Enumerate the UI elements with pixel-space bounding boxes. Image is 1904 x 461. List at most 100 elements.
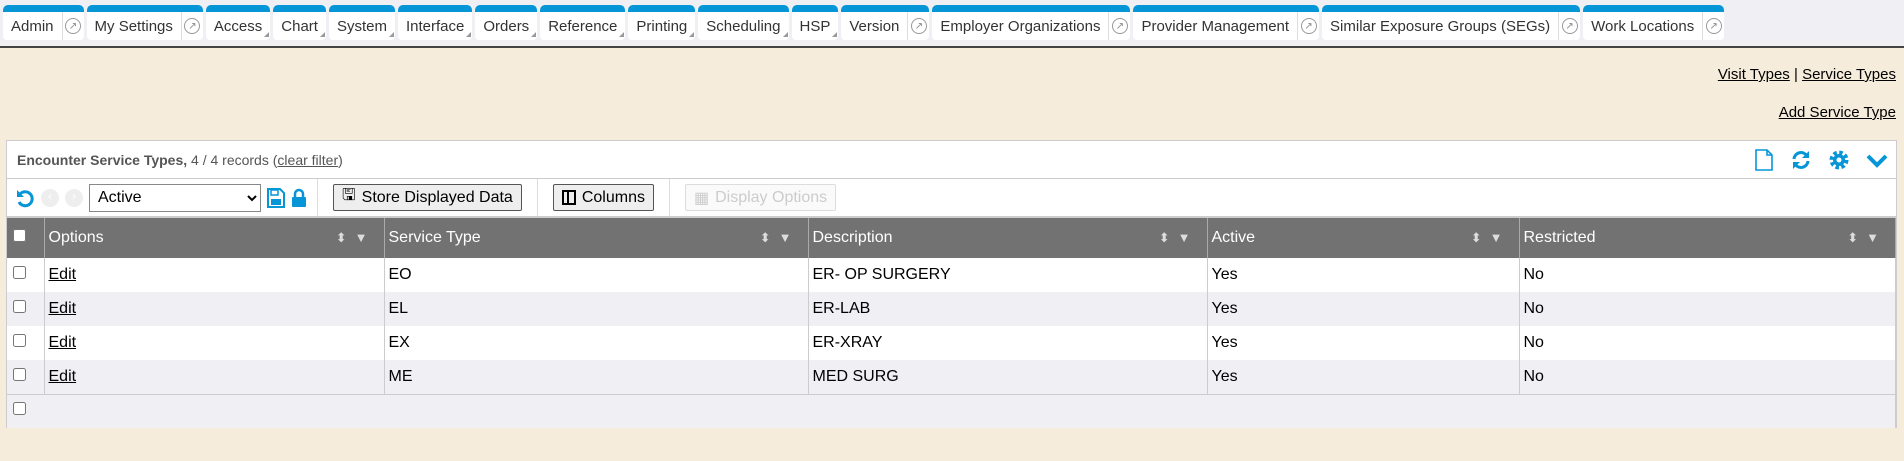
cell-description: MED SURG bbox=[808, 360, 1208, 394]
nav-tab[interactable]: My Settings ↗ bbox=[86, 5, 203, 40]
nav-tab-label: Chart bbox=[273, 12, 326, 40]
open-external-icon[interactable]: ↗ bbox=[1297, 12, 1319, 40]
edit-link[interactable]: Edit bbox=[48, 334, 77, 351]
sort-icon[interactable]: ⬍ bbox=[335, 230, 355, 245]
display-options-button[interactable]: ▦ Display Options bbox=[684, 184, 837, 211]
edit-link[interactable]: Edit bbox=[48, 367, 77, 385]
clear-filter-link[interactable]: clear filter bbox=[277, 151, 339, 168]
table-row: Edit EX ER-XRAY Yes No bbox=[7, 326, 1896, 360]
nav-tab[interactable]: System bbox=[328, 5, 395, 40]
select-all-header bbox=[7, 218, 45, 258]
open-external-icon[interactable]: ↗ bbox=[180, 12, 203, 40]
nav-tab[interactable]: Similar Exposure Groups (SEGs) ↗ bbox=[1322, 5, 1581, 40]
top-nav-bar: Admin ↗ My Settings ↗ Access Chart System Inter… bbox=[0, 0, 1904, 48]
row-checkbox[interactable] bbox=[13, 266, 26, 279]
sort-icon[interactable]: ⬍ bbox=[1470, 230, 1490, 245]
cell-service-type: ME bbox=[384, 360, 809, 394]
nav-tab[interactable]: Printing bbox=[628, 5, 696, 40]
button-label: Display Options bbox=[715, 188, 828, 206]
open-external-icon[interactable]: ↗ bbox=[1558, 12, 1580, 40]
panel-title: Encounter Service Types, bbox=[17, 151, 188, 168]
column-header[interactable]: Options ⬍▼ bbox=[44, 218, 385, 258]
visit-types-link[interactable]: Visit Types bbox=[1717, 66, 1790, 83]
filter-icon[interactable]: ▼ bbox=[778, 230, 800, 245]
paren: ( bbox=[272, 151, 278, 168]
paren: ) bbox=[338, 151, 343, 168]
nav-tab-label: Work Locations bbox=[1591, 17, 1695, 35]
nav-tab[interactable]: Chart bbox=[273, 5, 326, 40]
nav-tab[interactable]: Version ↗ bbox=[841, 5, 930, 40]
nav-tab[interactable]: Interface bbox=[397, 5, 473, 40]
row-checkbox[interactable] bbox=[13, 334, 26, 347]
refresh-icon[interactable] bbox=[1790, 149, 1812, 171]
nav-tab[interactable]: Scheduling bbox=[698, 5, 789, 40]
nav-tabs: Admin ↗ My Settings ↗ Access Chart System Inter… bbox=[3, 5, 1725, 40]
cell-description: ER-XRAY bbox=[808, 326, 1208, 360]
footer-checkbox[interactable] bbox=[13, 402, 26, 416]
row-checkbox[interactable] bbox=[13, 300, 26, 313]
nav-tab[interactable]: HSP bbox=[791, 5, 839, 40]
filter-icon[interactable]: ▼ bbox=[1866, 230, 1887, 245]
gear-icon[interactable] bbox=[1828, 149, 1850, 171]
cell-active: Yes bbox=[1207, 360, 1520, 394]
nav-tab-label: Version bbox=[849, 17, 900, 35]
cell-restricted: No bbox=[1519, 258, 1896, 292]
sort-icon[interactable]: ⬍ bbox=[1158, 230, 1178, 245]
nav-tab[interactable]: Reference bbox=[540, 5, 626, 40]
grid-icon: ▦ bbox=[693, 189, 710, 207]
open-external-icon[interactable]: ↗ bbox=[907, 12, 929, 40]
nav-tab[interactable]: Employer Organizations ↗ bbox=[932, 5, 1131, 40]
nav-tab[interactable]: Provider Management ↗ bbox=[1133, 5, 1320, 40]
nav-tab-label: System bbox=[329, 12, 395, 40]
new-document-icon[interactable] bbox=[1754, 149, 1774, 171]
undo-icon[interactable] bbox=[15, 188, 35, 208]
nav-tab-label: HSP bbox=[792, 12, 839, 40]
nav-tab-label: Printing bbox=[628, 12, 695, 40]
nav-tab[interactable]: Orders bbox=[475, 5, 538, 40]
open-external-icon[interactable]: ↗ bbox=[1702, 12, 1724, 40]
cell-restricted: No bbox=[1519, 292, 1896, 326]
column-header-label: Options bbox=[48, 229, 104, 246]
column-header[interactable]: Active ⬍▼ bbox=[1207, 218, 1520, 258]
columns-button[interactable]: Columns bbox=[552, 184, 654, 211]
nav-tab-label: Admin bbox=[11, 17, 54, 35]
filter-icon[interactable]: ▼ bbox=[1489, 230, 1511, 245]
cell-service-type: EL bbox=[384, 292, 809, 326]
nav-tab[interactable]: Admin ↗ bbox=[3, 5, 84, 40]
cell-service-type: EO bbox=[384, 258, 809, 292]
chevron-down-icon[interactable] bbox=[1866, 149, 1888, 171]
edit-link[interactable]: Edit bbox=[48, 266, 77, 283]
add-service-type-link[interactable]: Add Service Type bbox=[1778, 104, 1896, 121]
cell-description: ER- OP SURGERY bbox=[808, 258, 1208, 292]
column-header[interactable]: Service Type ⬍▼ bbox=[384, 218, 809, 258]
lock-icon[interactable] bbox=[291, 188, 307, 208]
nav-tab[interactable]: Access bbox=[205, 5, 271, 40]
column-header[interactable]: Restricted ⬍▼ bbox=[1519, 218, 1896, 258]
store-displayed-data-button[interactable]: 🖫 Store Displayed Data bbox=[333, 184, 522, 211]
open-external-icon[interactable]: ↗ bbox=[61, 12, 84, 40]
nav-tab-label: Access bbox=[206, 12, 270, 40]
open-external-icon[interactable]: ↗ bbox=[1108, 12, 1130, 40]
filter-icon[interactable]: ▼ bbox=[354, 230, 376, 245]
nav-tab[interactable]: Work Locations ↗ bbox=[1583, 5, 1725, 40]
record-count: 4 / 4 records bbox=[191, 151, 269, 168]
edit-link[interactable]: Edit bbox=[48, 300, 77, 317]
table-row: Edit EO ER- OP SURGERY Yes No bbox=[7, 258, 1896, 292]
service-types-panel: Encounter Service Types, 4 / 4 records (… bbox=[6, 140, 1897, 428]
service-types-link[interactable]: Service Types bbox=[1802, 66, 1896, 83]
column-header-label: Service Type bbox=[388, 229, 481, 246]
filter-icon[interactable]: ▼ bbox=[1177, 230, 1199, 245]
sort-icon[interactable]: ⬍ bbox=[1847, 230, 1867, 245]
previous-icon[interactable]: ‹ bbox=[41, 188, 59, 207]
row-checkbox[interactable] bbox=[13, 367, 26, 381]
column-header[interactable]: Description ⬍▼ bbox=[808, 218, 1208, 258]
table-row: Edit ME MED SURG Yes No bbox=[7, 360, 1896, 394]
next-icon[interactable]: › bbox=[65, 188, 83, 207]
save-icon[interactable] bbox=[267, 187, 285, 208]
sort-icon[interactable]: ⬍ bbox=[759, 230, 779, 245]
button-label: Columns bbox=[581, 188, 645, 206]
filter-select[interactable]: Active bbox=[89, 183, 261, 212]
panel-header: Encounter Service Types, 4 / 4 records (… bbox=[7, 141, 1896, 179]
select-all-checkbox[interactable] bbox=[13, 229, 26, 242]
nav-tab-label: Scheduling bbox=[698, 12, 788, 40]
